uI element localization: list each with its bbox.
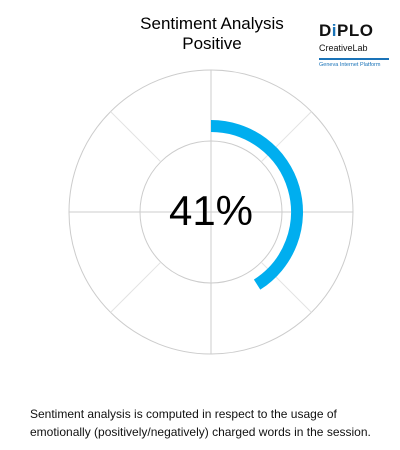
- chart-title: Sentiment Analysis: [140, 14, 284, 33]
- diagonal-sw: [110, 261, 162, 313]
- diplo-logo: DiPLO CreativeLab Geneva Internet Platfo…: [319, 22, 389, 69]
- sentiment-gauge: 41%: [68, 69, 354, 355]
- logo-divider: [319, 58, 389, 60]
- diagonal-nw: [110, 111, 162, 163]
- chart-subtitle: Positive: [182, 34, 242, 53]
- logo-d: D: [319, 21, 332, 40]
- footnote: Sentiment analysis is computed in respec…: [30, 407, 371, 439]
- gauge-value-arc: [210, 120, 303, 290]
- logo-tagline: Geneva Internet Platform: [319, 62, 381, 68]
- logo-name: DiPLO: [319, 22, 389, 40]
- logo-line: CreativeLab: [319, 43, 368, 53]
- gauge-value-label: 41%: [169, 187, 253, 234]
- chart-title-block: Sentiment Analysis Positive: [0, 14, 400, 54]
- logo-i: i: [331, 21, 338, 40]
- logo-plo: PLO: [337, 21, 374, 40]
